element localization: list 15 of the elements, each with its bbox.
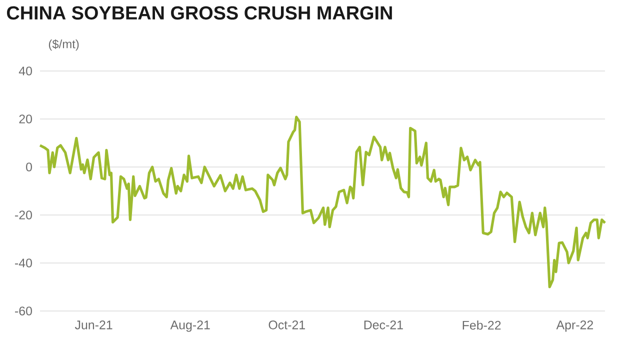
y-tick-label: -40	[15, 258, 32, 268]
y-tick-label: -60	[15, 306, 32, 316]
y-tick-label: 0	[26, 162, 32, 172]
y-tick-label: -20	[15, 210, 32, 220]
y-axis-title: ($/mt)	[48, 39, 79, 51]
x-tick-label: Dec-21	[364, 320, 403, 330]
x-tick-label: Jun-21	[74, 320, 112, 330]
line-series	[38, 116, 606, 288]
x-tick-label: Apr-22	[556, 320, 593, 332]
chart-title: CHINA SOYBEAN GROSS CRUSH MARGIN	[6, 6, 392, 20]
x-tick-label: Oct-21	[268, 320, 305, 330]
y-tick-label: 20	[19, 114, 32, 124]
x-tick-label: Feb-22	[462, 320, 501, 330]
x-tick-label: Aug-21	[170, 320, 210, 332]
y-tick-label: 40	[18, 66, 32, 76]
